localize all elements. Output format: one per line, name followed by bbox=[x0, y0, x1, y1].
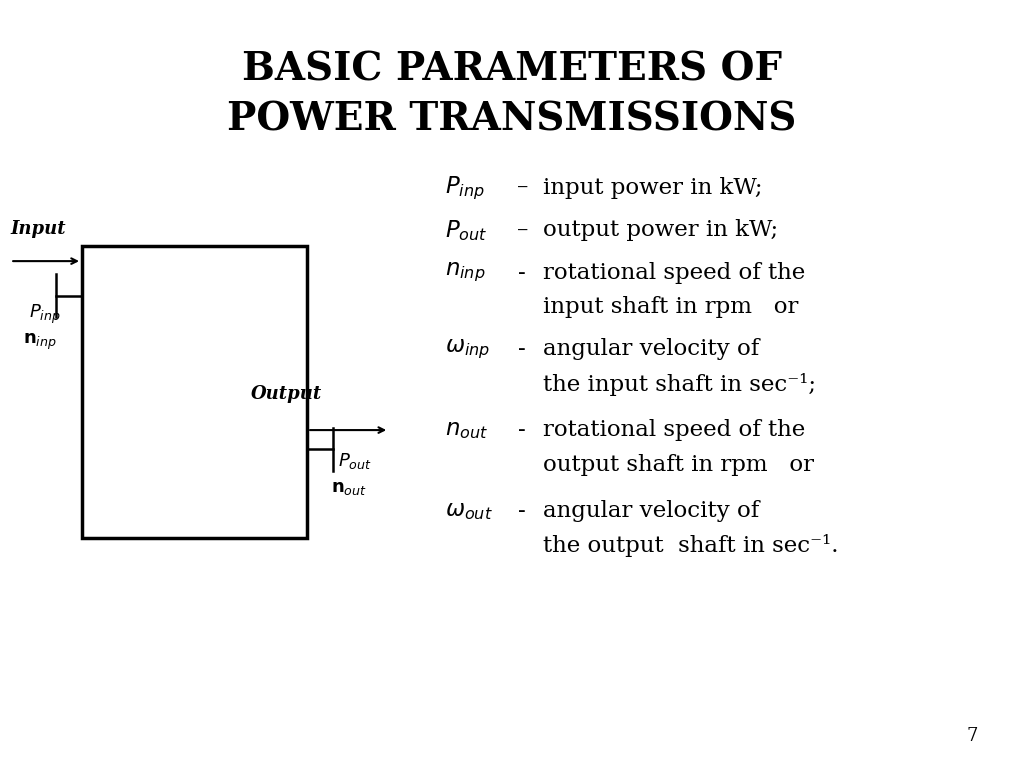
Text: $n_{out}$: $n_{out}$ bbox=[445, 419, 488, 441]
Text: $\omega_{inp}$: $\omega_{inp}$ bbox=[445, 338, 490, 361]
Text: 7: 7 bbox=[967, 727, 978, 745]
Text: rotational speed of the: rotational speed of the bbox=[543, 262, 805, 283]
FancyBboxPatch shape bbox=[82, 246, 307, 538]
Text: $\omega_{out}$: $\omega_{out}$ bbox=[445, 500, 494, 521]
Text: output shaft in rpm   or: output shaft in rpm or bbox=[543, 454, 814, 475]
Text: angular velocity of: angular velocity of bbox=[543, 500, 759, 521]
Text: –: – bbox=[516, 220, 528, 241]
Text: $P_{inp}$: $P_{inp}$ bbox=[29, 303, 60, 326]
Text: input power in kW;: input power in kW; bbox=[543, 177, 762, 199]
Text: $P_{inp}$: $P_{inp}$ bbox=[445, 174, 485, 202]
Text: POWER TRANSMISSIONS: POWER TRANSMISSIONS bbox=[227, 100, 797, 138]
Text: -: - bbox=[518, 500, 526, 521]
Text: $\mathbf{n}_{inp}$: $\mathbf{n}_{inp}$ bbox=[23, 332, 56, 352]
Text: -: - bbox=[518, 339, 526, 360]
Text: Input: Input bbox=[10, 220, 66, 238]
Text: Output: Output bbox=[251, 386, 323, 403]
Text: BASIC PARAMETERS OF: BASIC PARAMETERS OF bbox=[242, 50, 782, 88]
Text: –: – bbox=[516, 177, 528, 199]
Text: the output  shaft in sec⁻¹.: the output shaft in sec⁻¹. bbox=[543, 534, 839, 557]
Text: the input shaft in sec⁻¹;: the input shaft in sec⁻¹; bbox=[543, 372, 816, 396]
Text: $P_{out}$: $P_{out}$ bbox=[445, 218, 488, 243]
Text: input shaft in rpm   or: input shaft in rpm or bbox=[543, 296, 798, 318]
Text: -: - bbox=[518, 419, 526, 441]
Text: $n_{inp}$: $n_{inp}$ bbox=[445, 261, 486, 284]
Text: rotational speed of the: rotational speed of the bbox=[543, 419, 805, 441]
Text: $P_{out}$: $P_{out}$ bbox=[338, 451, 372, 471]
Text: -: - bbox=[518, 262, 526, 283]
Text: output power in kW;: output power in kW; bbox=[543, 220, 778, 241]
Text: $\mathbf{n}_{out}$: $\mathbf{n}_{out}$ bbox=[331, 478, 367, 497]
Text: angular velocity of: angular velocity of bbox=[543, 339, 759, 360]
